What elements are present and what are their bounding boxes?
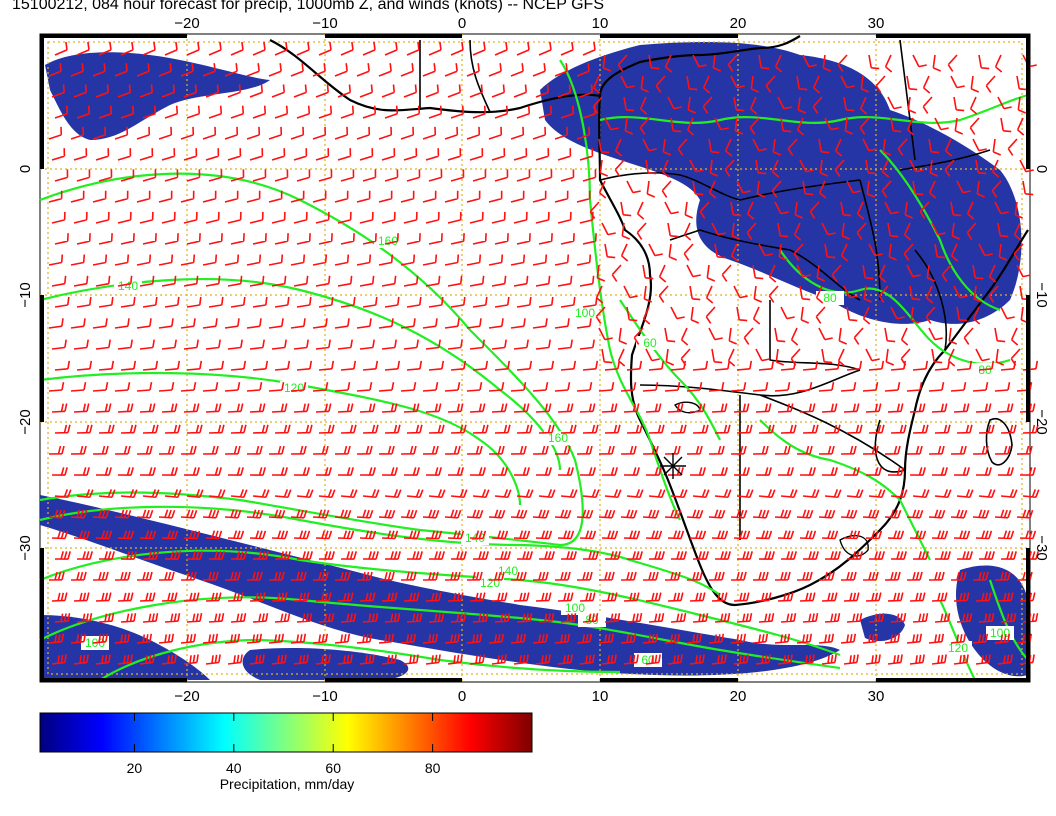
contour-label-bg: [986, 626, 1014, 640]
page-title: 15100212, 084 hour forecast for precip, …: [12, 0, 604, 13]
lat-tick-label-right: −30: [1033, 535, 1050, 560]
contour-label: 60: [643, 336, 657, 350]
contour-line: [39, 278, 562, 471]
lat-tick-label-left: 0: [17, 165, 34, 173]
lat-tick-label-left: −10: [17, 282, 34, 307]
contour-label: 120: [480, 576, 500, 590]
contour-line: [99, 638, 621, 681]
lat-tick-label-right: 0: [1033, 165, 1050, 173]
contour-label: 120: [284, 381, 304, 395]
contour-label: 100: [565, 601, 585, 615]
precip-area: [40, 495, 840, 676]
contour-label: 100: [575, 306, 595, 320]
contour-label-bg: [544, 431, 572, 445]
lat-tick-label-left: −20: [17, 409, 34, 434]
lon-tick-label-bottom: 0: [458, 688, 466, 705]
lon-tick-label-top: −20: [174, 15, 199, 32]
grid-border: [47, 41, 1023, 675]
contour-line: [39, 371, 522, 506]
contour-label: 80: [823, 291, 837, 305]
lon-tick-label-bottom: −20: [174, 688, 199, 705]
contour-label: 120: [948, 641, 968, 655]
frame-ticks: −20 −20 −10 −10 0 0 10 10 20 20 30 30 0 −10 −20 −30 0 −10…: [17, 15, 1050, 705]
lon-tick-label-bottom: 10: [592, 688, 609, 705]
lon-tick-label-top: 10: [592, 15, 609, 32]
lat-tick-label-left: −30: [17, 535, 34, 560]
lon-tick-label-top: 30: [868, 15, 885, 32]
lon-tick-label-bottom: 20: [730, 688, 747, 705]
contour-label-bg: [114, 279, 142, 293]
lon-tick-label-top: 20: [730, 15, 747, 32]
lat-tick-label-right: −10: [1033, 282, 1050, 307]
contour-line: [759, 419, 931, 561]
contour-line: [779, 249, 1011, 365]
contour-label: 140: [118, 279, 138, 293]
contour-line: [559, 59, 681, 521]
contour-label-bg: [561, 601, 589, 615]
contour-label: 100: [990, 626, 1010, 640]
contour-line: [988, 579, 1029, 661]
lake-coast: [839, 534, 869, 557]
precip-area: [540, 42, 1022, 324]
colorbar-tick-label: 40: [226, 760, 242, 776]
colorbar-tick-label: 20: [127, 760, 143, 776]
lon-tick-label-bottom: −10: [312, 688, 337, 705]
lon-tick-label-bottom: 30: [868, 688, 885, 705]
contour-label-bg: [816, 291, 844, 305]
lat-tick-label-right: −20: [1033, 409, 1050, 434]
colorbar-label: Precipitation, mm/day: [220, 776, 355, 792]
contour-label-bg: [636, 336, 664, 350]
contour-label: 160: [378, 234, 398, 248]
colorbar-tick-label: 80: [425, 760, 441, 776]
wind-barbs: [48, 41, 1040, 665]
contour-label-bg: [374, 234, 402, 248]
contour-line: [939, 599, 976, 681]
contour-label: 140: [498, 564, 518, 578]
contour-label-bg: [571, 306, 599, 320]
contour-line: [599, 93, 1029, 124]
contour-label-bg: [944, 641, 972, 655]
coastline-layer: [269, 35, 1029, 607]
contour-label: 160: [548, 431, 568, 445]
colorbar: [39, 712, 533, 753]
contour-line: [619, 299, 721, 441]
colorbar-ticks: 20 40 60 80: [127, 713, 441, 776]
wind-barb-layer: [48, 41, 1040, 665]
precip-area: [860, 613, 905, 642]
africa-north-coast: [598, 35, 801, 97]
contour-label-bg: [280, 381, 308, 395]
lon-tick-label-top: −10: [312, 15, 337, 32]
station-marker: [660, 453, 686, 479]
country-border: [419, 39, 991, 540]
colorbar-tick-label: 60: [325, 760, 341, 776]
madagascar-coast: [985, 418, 1013, 466]
contour-line: [39, 505, 721, 596]
contour-label-bg: [494, 564, 522, 578]
lon-tick-label-top: 0: [458, 15, 466, 32]
